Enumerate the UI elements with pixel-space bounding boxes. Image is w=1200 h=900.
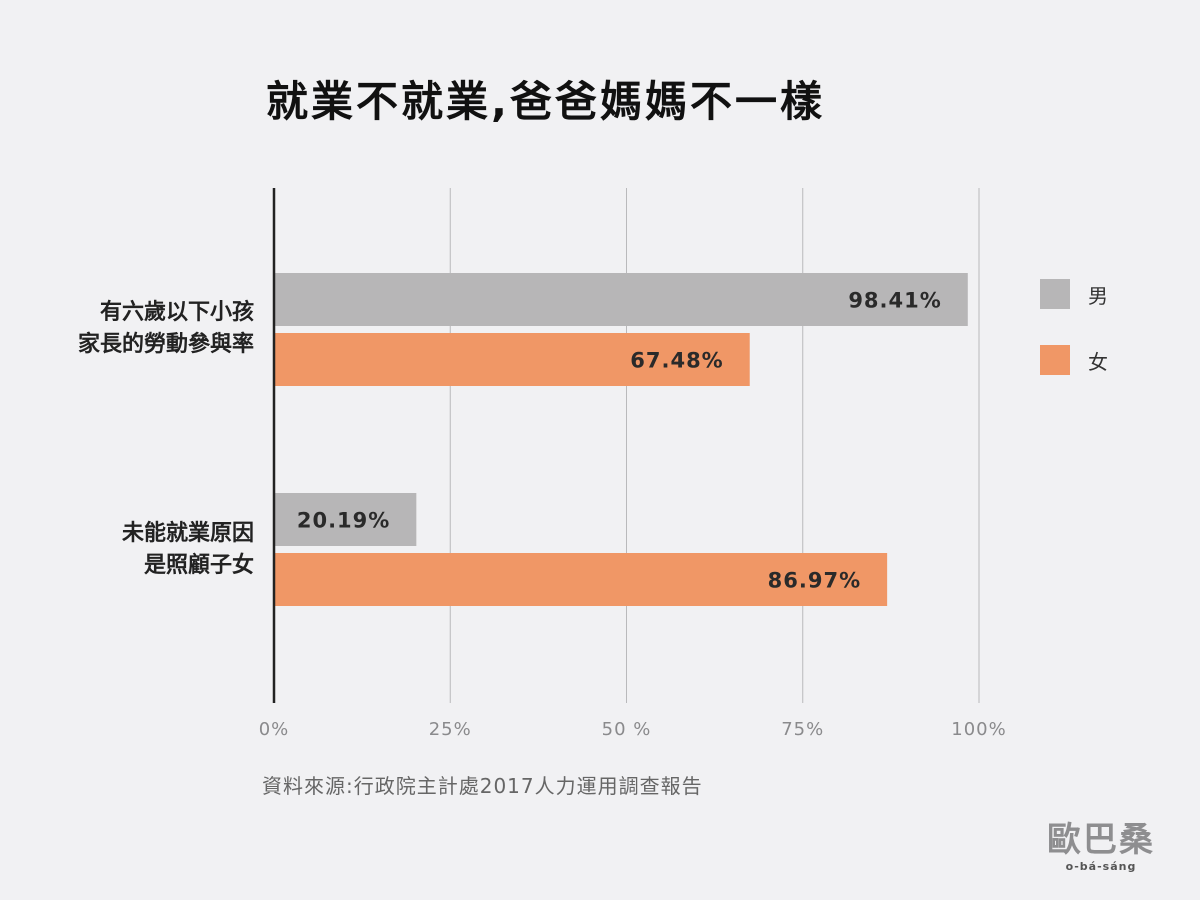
legend-item-female: 女 xyxy=(1040,345,1108,375)
legend-swatch-male xyxy=(1040,279,1070,309)
bar-male-2 xyxy=(274,493,417,546)
category-label-1: 有六歲以下小孩 家長的勞動參與率 xyxy=(78,297,254,361)
x-tick-label-100: 100% xyxy=(951,719,1006,740)
logo-subtitle: o-bá-sáng xyxy=(1065,860,1137,873)
data-label-male-1: 98.41% xyxy=(848,289,941,313)
bar-female-1 xyxy=(274,333,750,386)
legend-label-male: 男 xyxy=(1088,283,1108,308)
category-label-2-line-1: 未能就業原因 xyxy=(121,521,254,546)
legend-swatch-female xyxy=(1040,345,1070,375)
category-label-1-line-2: 家長的勞動參與率 xyxy=(77,332,254,357)
logo-mark: 歐巴桑 xyxy=(1047,820,1155,860)
legend-label-female: 女 xyxy=(1088,349,1108,374)
source-note: 資料來源:行政院主計處2017人力運用調查報告 xyxy=(262,774,703,798)
bar-female-2 xyxy=(274,553,888,606)
data-label-female-1: 67.48% xyxy=(630,349,723,373)
x-tick-label-0: 0% xyxy=(259,719,290,740)
category-label-1-line-1: 有六歲以下小孩 xyxy=(99,300,254,325)
bar-male-1 xyxy=(274,273,968,326)
legend-item-male: 男 xyxy=(1040,279,1108,309)
data-label-female-2: 86.97% xyxy=(768,569,861,593)
brand-logo: 歐巴桑 o-bá-sáng xyxy=(1036,820,1166,873)
x-tick-label-25: 25% xyxy=(429,719,472,740)
x-tick-label-50: 50 % xyxy=(602,719,652,740)
chart-title: 就業不就業,爸爸媽媽不一樣 xyxy=(266,77,825,126)
data-label-male-2: 20.19% xyxy=(297,509,390,533)
category-label-2-line-2: 是照顧子女 xyxy=(143,553,254,578)
category-label-2: 未能就業原因 是照顧子女 xyxy=(122,518,254,582)
x-tick-label-75: 75% xyxy=(781,719,824,740)
